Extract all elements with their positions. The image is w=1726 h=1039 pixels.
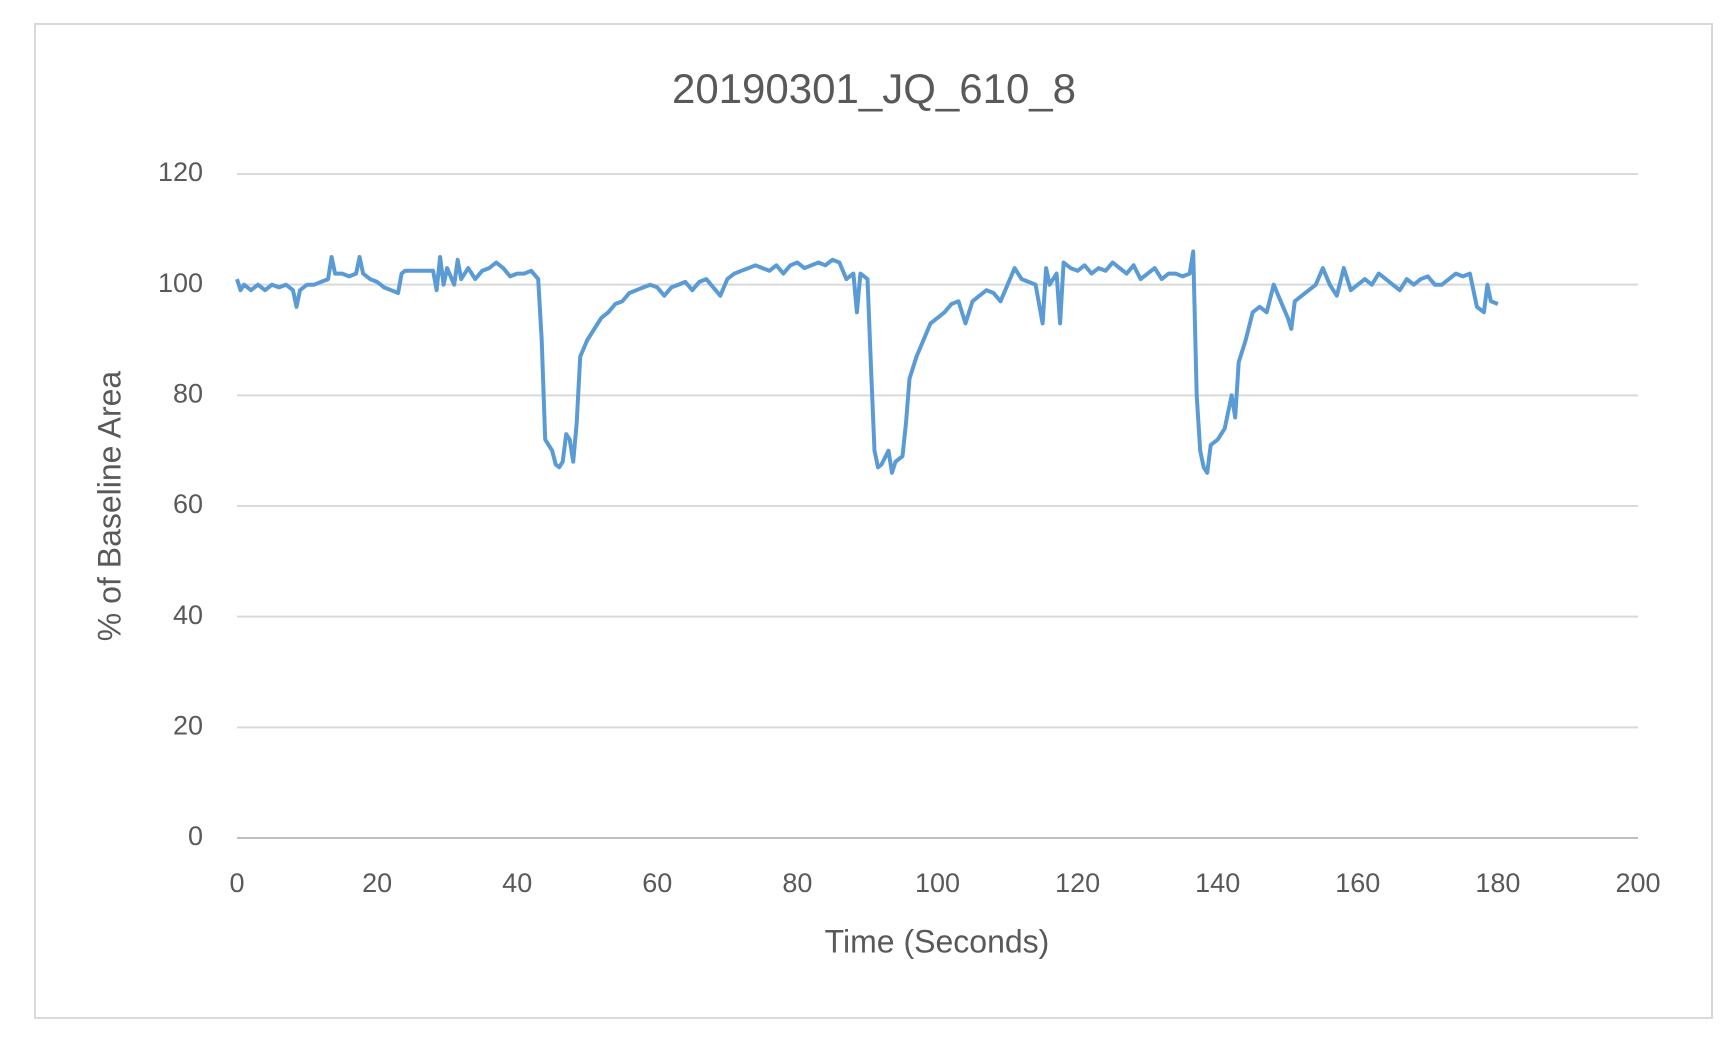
x-tick-label: 180 xyxy=(1475,868,1520,898)
y-tick-label: 40 xyxy=(173,600,203,630)
x-tick-label: 120 xyxy=(1055,868,1100,898)
y-tick-label: 20 xyxy=(173,710,203,740)
x-tick-label: 160 xyxy=(1335,868,1380,898)
y-axis-title: % of Baseline Area xyxy=(91,371,127,642)
y-tick-label: 80 xyxy=(173,378,203,408)
x-tick-label: 80 xyxy=(782,868,812,898)
data-line xyxy=(235,249,1499,475)
y-tick-label: 0 xyxy=(188,821,203,851)
x-tick-label: 200 xyxy=(1615,868,1660,898)
x-tick-label: 40 xyxy=(502,868,532,898)
x-tick-label: 100 xyxy=(915,868,960,898)
chart-border xyxy=(34,23,1713,1019)
x-axis-title: Time (Seconds) xyxy=(825,923,1050,959)
y-tick-label: 60 xyxy=(173,489,203,519)
x-tick-label: 0 xyxy=(229,868,244,898)
y-tick-label: 100 xyxy=(158,268,203,298)
y-tick-label: 120 xyxy=(158,157,203,187)
chart-title: 20190301_JQ_610_8 xyxy=(672,65,1076,112)
x-tick-label: 140 xyxy=(1195,868,1240,898)
x-tick-label: 60 xyxy=(642,868,672,898)
x-tick-label: 20 xyxy=(362,868,392,898)
